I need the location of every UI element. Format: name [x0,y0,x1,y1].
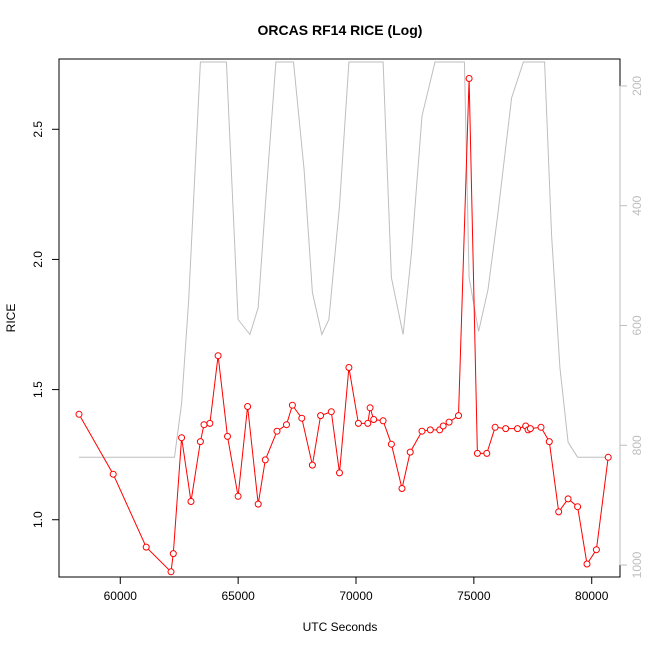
pressure-line [79,61,609,458]
rice-point [298,414,306,422]
rice-point [354,419,362,427]
rice-point [224,432,231,440]
y-tick-label: 2.0 [31,251,45,268]
y2-axis: 200 400 600 800 1000 [619,76,644,578]
y-tick-label: 1.0 [31,511,45,528]
rice-point [327,408,335,416]
rice-point [200,421,208,429]
pressure-series [79,61,609,458]
rice-point [564,495,572,503]
y2-tick-label: 400 [630,195,644,215]
chart-title: ORCAS RF14 RICE (Log) [258,22,423,38]
rice-point [592,546,600,554]
y2-tick-label: 1000 [630,551,644,578]
rice-point [465,75,473,82]
rice-point [167,568,175,576]
rice-point [526,425,534,433]
rice-point [574,503,582,511]
rice-point [502,425,510,433]
rice-point [514,425,521,433]
rice-point [178,434,186,442]
x-tick-label: 80000 [575,589,609,603]
x-axis: 60000 65000 70000 75000 80000 [104,577,609,603]
rice-point [75,410,83,418]
rice-line [78,78,609,573]
rice-point [387,440,395,448]
rice-point [445,418,453,426]
rice-point [455,412,462,420]
plot-frame [58,58,621,578]
rice-point [426,426,434,434]
rice-point [244,403,252,410]
rice-point [254,500,262,508]
rice-point [398,485,406,492]
rice-point [545,438,553,446]
rice-point [317,412,325,420]
rice-point [537,423,545,431]
y-axis-label: RICE [4,304,18,333]
rice-point [196,438,204,446]
rice-point [187,498,195,505]
rice-point [604,453,612,461]
rice-point [308,461,316,469]
y-axis: 1.0 1.5 2.0 2.5 [31,121,59,528]
y2-tick-label: 800 [630,435,644,455]
y2-tick-label: 600 [630,315,644,335]
y2-tick-label: 200 [630,76,644,96]
rice-point [555,508,563,516]
rice-point [364,419,372,427]
y-tick-label: 2.5 [31,121,45,138]
rice-point [234,492,242,500]
rice-point [491,423,499,431]
x-tick-label: 75000 [457,589,491,603]
rice-point [109,470,117,478]
x-axis-label: UTC Seconds [303,620,378,634]
rice-point [439,422,447,430]
x-tick-label: 70000 [339,589,373,603]
rice-point [379,417,387,425]
rice-point [206,419,214,427]
rice-point [288,401,296,409]
rice-point [473,449,481,457]
rice-point [366,404,374,412]
y-tick-label: 1.5 [31,381,45,398]
rice-point [483,449,491,457]
rice-point [273,427,281,435]
rice-point [283,421,290,429]
rice-point [370,416,378,423]
rice-point [169,550,177,558]
rice-point [336,469,343,477]
rice-point [583,560,591,568]
rice-point [261,456,269,464]
rice-point [345,364,353,371]
rice-point [142,543,150,551]
rice-point [406,448,414,456]
rice-point [418,427,426,435]
x-tick-label: 60000 [104,589,138,603]
x-tick-label: 65000 [221,589,255,603]
rice-point [214,352,222,360]
rice-series [75,75,612,576]
